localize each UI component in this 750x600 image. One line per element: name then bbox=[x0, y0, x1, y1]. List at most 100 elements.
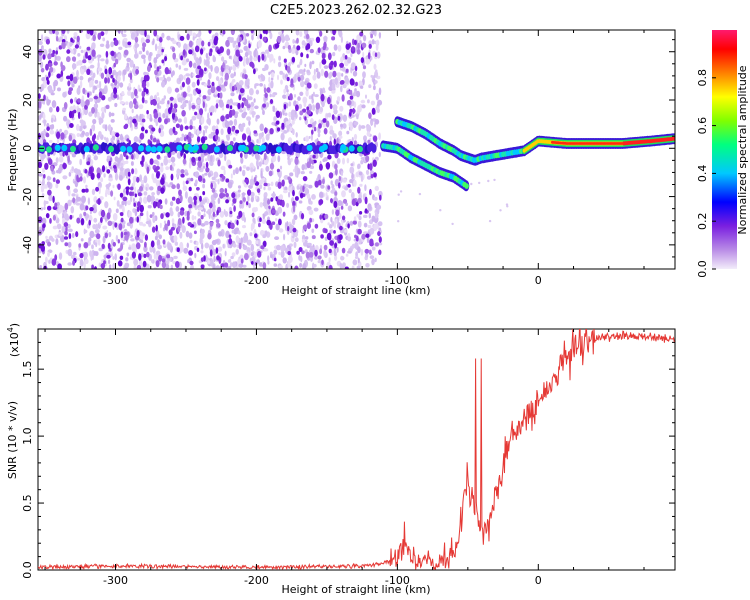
noise-speckle bbox=[327, 96, 331, 105]
noise-speckle bbox=[87, 197, 91, 205]
noise-speckle bbox=[108, 231, 112, 238]
noise-speckle bbox=[144, 129, 148, 134]
noise-speckle bbox=[97, 54, 100, 63]
noise-speckle bbox=[153, 112, 159, 119]
noise-speckle bbox=[378, 236, 382, 243]
noise-speckle bbox=[306, 222, 311, 230]
noise-speckle bbox=[234, 40, 237, 45]
noise-speckle bbox=[181, 60, 187, 66]
noise-speckle bbox=[66, 185, 71, 191]
noise-speckle bbox=[357, 186, 361, 194]
snr-exponent-close: ) bbox=[8, 323, 21, 327]
noise-speckle bbox=[271, 77, 274, 81]
noise-speckle bbox=[347, 58, 352, 64]
noise-speckle bbox=[238, 41, 241, 48]
noise-speckle bbox=[167, 184, 172, 188]
noise-speckle bbox=[149, 158, 154, 165]
noise-speckle bbox=[352, 107, 355, 115]
noise-speckle bbox=[355, 251, 358, 258]
noise-speckle bbox=[156, 92, 160, 97]
noise-speckle bbox=[225, 230, 230, 239]
noise-speckle bbox=[193, 230, 197, 235]
noise-speckle bbox=[308, 136, 311, 139]
noise-speckle bbox=[53, 61, 58, 66]
noise-speckle bbox=[224, 154, 227, 162]
noise-speckle bbox=[198, 175, 203, 182]
noise-speckle bbox=[270, 197, 274, 202]
noise-speckle bbox=[235, 227, 239, 232]
noise-speckle bbox=[232, 137, 236, 142]
noise-speckle bbox=[288, 157, 291, 164]
noise-speckle bbox=[177, 41, 181, 48]
noise-speckle bbox=[329, 135, 332, 142]
noise-speckle bbox=[121, 30, 124, 35]
noise-speckle bbox=[314, 249, 318, 257]
baseline-hot-blob bbox=[188, 146, 194, 153]
noise-speckle bbox=[47, 189, 52, 196]
noise-speckle bbox=[225, 113, 230, 120]
noise-speckle bbox=[330, 216, 333, 223]
noise-speckle bbox=[188, 250, 194, 256]
noise-speckle bbox=[141, 96, 145, 104]
noise-speckle bbox=[72, 76, 78, 84]
noise-speckle bbox=[256, 159, 259, 167]
noise-speckle bbox=[121, 33, 127, 38]
noise-speckle bbox=[115, 234, 119, 242]
noise-speckle bbox=[107, 124, 112, 132]
noise-speckle bbox=[95, 239, 98, 243]
noise-speckle bbox=[215, 218, 220, 224]
noise-speckle bbox=[371, 246, 376, 251]
noise-speckle bbox=[200, 257, 205, 262]
noise-speckle bbox=[278, 218, 282, 226]
noise-speckle bbox=[117, 39, 121, 45]
spectrogram-plot-frame bbox=[37, 29, 676, 270]
noise-speckle bbox=[354, 256, 359, 259]
noise-speckle bbox=[151, 127, 156, 132]
noise-speckle bbox=[146, 34, 151, 41]
noise-speckle bbox=[368, 43, 372, 49]
noise-speckle bbox=[372, 30, 375, 35]
noise-speckle bbox=[71, 153, 76, 158]
noise-speckle bbox=[103, 173, 106, 178]
noise-speckle bbox=[213, 182, 217, 190]
noise-speckle bbox=[143, 196, 148, 204]
noise-speckle bbox=[153, 30, 158, 37]
noise-speckle bbox=[58, 231, 63, 237]
noise-speckle bbox=[238, 210, 243, 218]
noise-speckle bbox=[356, 114, 359, 120]
noise-speckle bbox=[115, 208, 119, 214]
noise-speckle bbox=[328, 248, 332, 254]
noise-speckle bbox=[76, 35, 80, 43]
noise-speckle bbox=[306, 87, 309, 92]
noise-speckle bbox=[43, 206, 46, 211]
noise-speckle bbox=[418, 192, 422, 196]
noise-speckle bbox=[231, 109, 236, 116]
noise-speckle bbox=[38, 48, 43, 56]
noise-speckle bbox=[344, 229, 348, 233]
noise-speckle bbox=[319, 248, 323, 255]
noise-speckle bbox=[141, 54, 146, 60]
noise-speckle bbox=[48, 106, 53, 113]
noise-speckle bbox=[220, 115, 225, 122]
noise-speckle bbox=[324, 228, 328, 234]
noise-speckle bbox=[211, 207, 216, 214]
noise-speckle bbox=[196, 187, 200, 191]
noise-speckle bbox=[304, 116, 307, 121]
noise-speckle bbox=[181, 225, 186, 234]
spectrogram-heatmap bbox=[38, 30, 675, 269]
noise-speckle bbox=[287, 45, 291, 50]
noise-speckle bbox=[104, 232, 109, 239]
noise-speckle bbox=[104, 124, 108, 132]
noise-speckle bbox=[90, 172, 95, 180]
noise-speckle bbox=[311, 160, 314, 165]
noise-speckle bbox=[376, 51, 381, 59]
noise-speckle bbox=[295, 104, 299, 111]
noise-speckle bbox=[97, 61, 100, 69]
noise-speckle bbox=[310, 133, 313, 141]
noise-speckle bbox=[69, 73, 74, 82]
noise-speckle bbox=[147, 65, 151, 72]
noise-speckle bbox=[321, 52, 326, 60]
noise-speckle bbox=[242, 165, 247, 169]
noise-speckle bbox=[295, 132, 298, 138]
noise-speckle bbox=[194, 252, 197, 259]
